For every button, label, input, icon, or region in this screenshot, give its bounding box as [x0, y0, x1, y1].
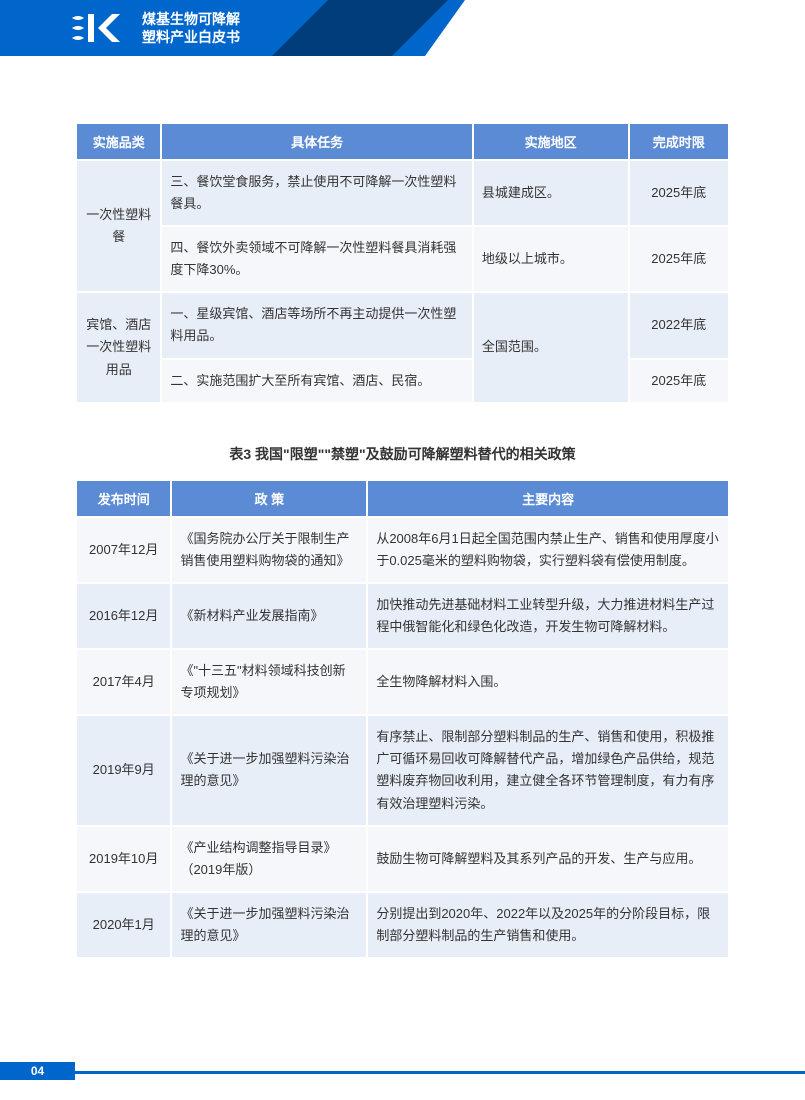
cell-content: 鼓励生物可降解塑料及其系列产品的开发、生产与应用。	[367, 826, 729, 892]
table2-h2: 政 策	[171, 480, 367, 517]
cell-policy: 《产业结构调整指导目录》（2019年版）	[171, 826, 367, 892]
table-row: 2020年1月《关于进一步加强塑料污染治理的意见》分别提出到2020年、2022…	[76, 892, 729, 958]
cell-content: 分别提出到2020年、2022年以及2025年的分阶段目标，限制部分塑料制品的生…	[367, 892, 729, 958]
logo-text: 煤基生物可降解 塑料产业白皮书	[142, 10, 240, 46]
table1-h1: 实施品类	[76, 123, 161, 160]
table1-header-row: 实施品类 具体任务 实施地区 完成时限	[76, 123, 729, 160]
cell-date: 2019年10月	[76, 826, 171, 892]
table2-title: 表3 我国"限塑""禁塑"及鼓励可降解塑料替代的相关政策	[75, 444, 730, 464]
cell-deadline: 2025年底	[629, 359, 729, 403]
table-row: 宾馆、酒店一次性塑料用品一、星级宾馆、酒店等场所不再主动提供一次性塑料用品。全国…	[76, 292, 729, 358]
table-row: 2007年12月《国务院办公厅关于限制生产销售使用塑料购物袋的通知》从2008年…	[76, 517, 729, 583]
page-footer: 04	[0, 1064, 805, 1100]
table1-implementation: 实施品类 具体任务 实施地区 完成时限 一次性塑料餐三、餐饮堂食服务，禁止使用不…	[75, 122, 730, 404]
footer-bar	[0, 1071, 805, 1074]
cell-policy: 《"十三五"材料领域科技创新专项规划》	[171, 649, 367, 715]
cell-task: 二、实施范围扩大至所有宾馆、酒店、民宿。	[161, 359, 472, 403]
cell-deadline: 2025年底	[629, 226, 729, 292]
cell-region: 全国范围。	[473, 292, 629, 402]
cell-task: 四、餐饮外卖领域不可降解一次性塑料餐具消耗强度下降30%。	[161, 226, 472, 292]
page-number: 04	[0, 1062, 75, 1080]
cell-date: 2019年9月	[76, 715, 171, 825]
cell-date: 2007年12月	[76, 517, 171, 583]
table2-h1: 发布时间	[76, 480, 171, 517]
table-row: 四、餐饮外卖领域不可降解一次性塑料餐具消耗强度下降30%。地级以上城市。2025…	[76, 226, 729, 292]
cell-policy: 《关于进一步加强塑料污染治理的意见》	[171, 715, 367, 825]
cell-category: 一次性塑料餐	[76, 160, 161, 292]
title-line1: 煤基生物可降解	[142, 10, 240, 28]
cell-policy: 《关于进一步加强塑料污染治理的意见》	[171, 892, 367, 958]
table1-h2: 具体任务	[161, 123, 472, 160]
cell-deadline: 2025年底	[629, 160, 729, 226]
table2-header-row: 发布时间 政 策 主要内容	[76, 480, 729, 517]
cell-deadline: 2022年底	[629, 292, 729, 358]
content-area: 实施品类 具体任务 实施地区 完成时限 一次性塑料餐三、餐饮堂食服务，禁止使用不…	[0, 72, 805, 989]
cell-policy: 《国务院办公厅关于限制生产销售使用塑料购物袋的通知》	[171, 517, 367, 583]
cell-content: 加快推动先进基础材料工业转型升级，大力推进材料生产过程中俄智能化和绿色化改造，开…	[367, 583, 729, 649]
cell-date: 2016年12月	[76, 583, 171, 649]
table1-h4: 完成时限	[629, 123, 729, 160]
cell-date: 2017年4月	[76, 649, 171, 715]
table1-h3: 实施地区	[473, 123, 629, 160]
cell-content: 从2008年6月1日起全国范围内禁止生产、销售和使用厚度小于0.025毫米的塑料…	[367, 517, 729, 583]
table-row: 二、实施范围扩大至所有宾馆、酒店、民宿。 2025年底	[76, 359, 729, 403]
table-row: 2019年9月《关于进一步加强塑料污染治理的意见》有序禁止、限制部分塑料制品的生…	[76, 715, 729, 825]
table-row: 2019年10月《产业结构调整指导目录》（2019年版）鼓励生物可降解塑料及其系…	[76, 826, 729, 892]
table2-h3: 主要内容	[367, 480, 729, 517]
logo: 煤基生物可降解 塑料产业白皮书	[70, 10, 240, 46]
cell-content: 全生物降解材料入围。	[367, 649, 729, 715]
page-header: 煤基生物可降解 塑料产业白皮书	[0, 0, 805, 72]
table2-policies: 发布时间 政 策 主要内容 2007年12月《国务院办公厅关于限制生产销售使用塑…	[75, 479, 730, 959]
cell-region: 县城建成区。	[473, 160, 629, 226]
table-row: 2017年4月《"十三五"材料领域科技创新专项规划》全生物降解材料入围。	[76, 649, 729, 715]
cell-region: 地级以上城市。	[473, 226, 629, 292]
cell-content: 有序禁止、限制部分塑料制品的生产、销售和使用，积极推广可循环易回收可降解替代产品…	[367, 715, 729, 825]
cell-task: 一、星级宾馆、酒店等场所不再主动提供一次性塑料用品。	[161, 292, 472, 358]
logo-icon	[70, 10, 134, 46]
cell-date: 2020年1月	[76, 892, 171, 958]
table-row: 一次性塑料餐三、餐饮堂食服务，禁止使用不可降解一次性塑料餐具。县城建成区。202…	[76, 160, 729, 226]
cell-task: 三、餐饮堂食服务，禁止使用不可降解一次性塑料餐具。	[161, 160, 472, 226]
cell-category: 宾馆、酒店一次性塑料用品	[76, 292, 161, 402]
cell-policy: 《新材料产业发展指南》	[171, 583, 367, 649]
title-line2: 塑料产业白皮书	[142, 28, 240, 46]
table-row: 2016年12月《新材料产业发展指南》加快推动先进基础材料工业转型升级，大力推进…	[76, 583, 729, 649]
